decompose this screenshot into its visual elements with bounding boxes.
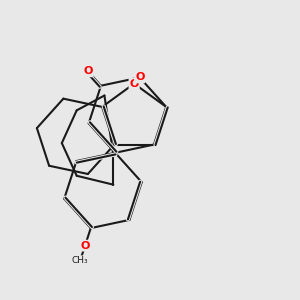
- Text: O: O: [130, 79, 139, 88]
- Text: O: O: [83, 66, 93, 76]
- Text: CH₃: CH₃: [72, 256, 88, 265]
- Text: O: O: [80, 241, 90, 250]
- Text: O: O: [135, 73, 144, 82]
